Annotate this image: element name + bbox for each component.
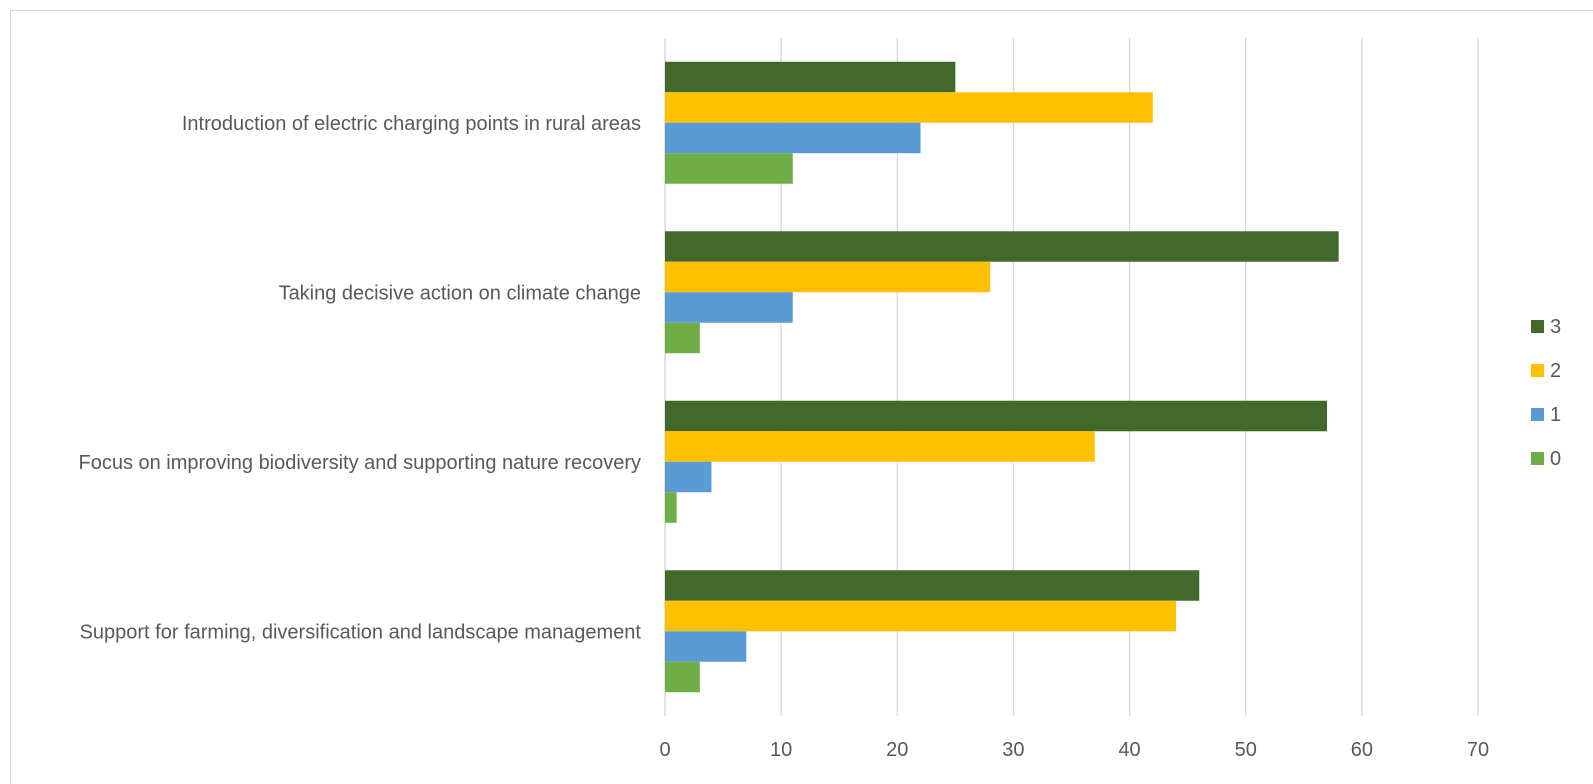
bar-4-series-0	[665, 661, 700, 693]
legend-swatch-2	[1531, 364, 1544, 377]
bar-4-series-1	[665, 631, 747, 662]
bar-3-series-0	[665, 492, 677, 523]
x-tick-label-40: 40	[1118, 739, 1140, 761]
legend-label-1: 1	[1550, 404, 1561, 426]
bar-1-series-2	[665, 92, 1153, 123]
legend-label-2: 2	[1550, 360, 1561, 382]
bar-1-series-0	[665, 153, 793, 184]
category-label-3: Focus on improving biodiversity and supp…	[78, 452, 641, 474]
x-tick-label-50: 50	[1235, 739, 1257, 761]
bar-2-series-1	[665, 292, 793, 323]
bar-4-series-3	[665, 570, 1200, 601]
x-tick-label-20: 20	[886, 739, 908, 761]
category-label-1: Introduction of electric charging points…	[182, 113, 641, 135]
bar-2-series-3	[665, 231, 1339, 262]
x-tick-label-0: 0	[659, 739, 670, 761]
category-label-2: Taking decisive action on climate change	[279, 282, 641, 304]
bar-4-series-2	[665, 600, 1177, 632]
legend-swatch-3	[1531, 320, 1544, 333]
x-tick-label-10: 10	[770, 739, 792, 761]
chart-frame	[10, 10, 1593, 784]
bar-3-series-3	[665, 400, 1328, 432]
legend-swatch-0	[1531, 452, 1544, 465]
legend: 3 2 1 0	[1531, 316, 1561, 470]
bar-3-series-1	[665, 461, 712, 493]
bar-2-series-2	[665, 261, 991, 293]
bar-2-series-0	[665, 322, 700, 354]
bar-3-series-2	[665, 431, 1095, 462]
legend-swatch-1	[1531, 408, 1544, 421]
x-tick-label-60: 60	[1351, 739, 1373, 761]
legend-label-0: 0	[1550, 448, 1561, 470]
bar-1-series-1	[665, 122, 921, 154]
category-labels: Introduction of electric charging points…	[78, 113, 641, 644]
x-axis-tick-labels: 0 10 20 30 40 50 60 70	[659, 739, 1489, 761]
bar-1-series-3	[665, 61, 956, 93]
bars	[665, 61, 1339, 693]
legend-label-3: 3	[1550, 316, 1561, 338]
x-tick-label-70: 70	[1467, 739, 1489, 761]
category-label-4: Support for farming, diversification and…	[80, 621, 642, 643]
x-tick-label-30: 30	[1002, 739, 1024, 761]
